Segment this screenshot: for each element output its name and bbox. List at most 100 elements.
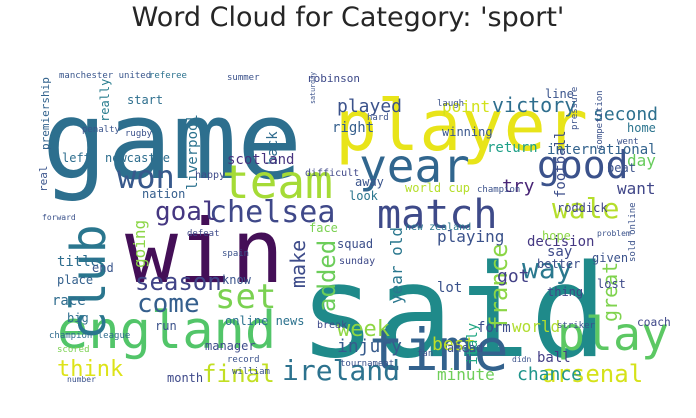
word-playing: playing bbox=[437, 227, 504, 246]
word-robinson: robinson bbox=[307, 72, 360, 85]
word-try: try bbox=[502, 176, 535, 197]
word-hard: hard bbox=[367, 113, 389, 123]
word-make: make bbox=[286, 240, 310, 288]
word-right: right bbox=[332, 120, 374, 136]
word-manchester-united: manchester united bbox=[59, 71, 151, 81]
word-better: better bbox=[537, 257, 580, 271]
word-striker: striker bbox=[557, 321, 596, 331]
word-know: know bbox=[222, 273, 252, 287]
word-month: month bbox=[167, 371, 203, 385]
word-season: season bbox=[135, 268, 222, 296]
word-coach: coach bbox=[637, 316, 671, 329]
word-win: win bbox=[125, 200, 284, 303]
word-chance: chance bbox=[517, 364, 582, 385]
word-year-old: year old bbox=[387, 227, 406, 304]
word-victory: victory bbox=[492, 93, 576, 117]
word-premiership: premiership bbox=[39, 77, 52, 150]
word-played: played bbox=[337, 96, 402, 117]
word-race: race bbox=[52, 293, 86, 309]
word-ball: ball bbox=[537, 350, 571, 366]
word-great: great bbox=[598, 262, 622, 322]
word-roddick: roddick bbox=[557, 201, 608, 215]
word-player: player bbox=[335, 85, 588, 167]
word-best: best bbox=[432, 334, 475, 355]
word-referee: referee bbox=[149, 71, 187, 81]
word-say: say bbox=[547, 244, 572, 260]
word-chelsea: chelsea bbox=[209, 195, 335, 230]
word-sunday: sunday bbox=[339, 256, 375, 267]
word-start: start bbox=[127, 93, 163, 107]
word-online-news: online news bbox=[225, 314, 304, 328]
word-given: given bbox=[592, 251, 628, 265]
word-arsenal: arsenal bbox=[542, 360, 643, 388]
word-new-zealand: new zealand bbox=[405, 222, 471, 233]
word-defeat: defeat bbox=[187, 229, 220, 239]
word-cloud-panel: said game player win england time year team club… bbox=[37, 70, 671, 388]
word-nation: nation bbox=[142, 187, 185, 201]
word-champion: champion bbox=[477, 185, 520, 195]
word-set: set bbox=[215, 277, 276, 317]
word-end: end bbox=[92, 261, 114, 275]
word-went: went bbox=[617, 137, 639, 147]
word-come: come bbox=[137, 289, 200, 319]
word-return: return bbox=[487, 140, 538, 156]
word-record: record bbox=[227, 355, 260, 365]
word-home: home bbox=[627, 121, 656, 135]
word-way: way bbox=[522, 252, 573, 285]
word-decision: decision bbox=[527, 234, 594, 250]
word-saturday: saturday bbox=[309, 72, 317, 104]
word-didn: didn bbox=[512, 355, 531, 364]
word-penalty: penalty bbox=[82, 125, 121, 135]
word-thing: thing bbox=[547, 285, 583, 299]
word-got: got bbox=[497, 266, 530, 287]
word-back: back bbox=[265, 131, 281, 165]
word-going: going bbox=[130, 220, 149, 268]
word-ahead: ahead bbox=[447, 341, 483, 355]
word-lost: lost bbox=[597, 277, 626, 291]
word-year: year bbox=[359, 139, 470, 193]
word-beat: beat bbox=[607, 161, 636, 175]
word-place: place bbox=[57, 273, 93, 287]
word-italy: italy bbox=[465, 323, 481, 365]
word-minute: minute bbox=[437, 365, 495, 384]
word-look: look bbox=[349, 189, 379, 203]
word-good: good bbox=[537, 143, 629, 187]
word-think: think bbox=[57, 357, 123, 382]
word-number: number bbox=[67, 375, 96, 384]
word-international: international bbox=[547, 142, 657, 158]
word-goal: goal bbox=[155, 197, 218, 227]
word-summer: summer bbox=[227, 73, 260, 83]
word-newcastle: newcastle bbox=[105, 151, 170, 165]
word-squad: squad bbox=[337, 237, 373, 251]
word-added: added bbox=[313, 240, 341, 312]
word-left: left bbox=[62, 151, 91, 165]
word-liverpool: liverpool bbox=[185, 114, 201, 190]
word-winning: winning bbox=[442, 125, 493, 139]
word-world: world bbox=[512, 317, 560, 336]
word-said: said bbox=[299, 238, 607, 387]
word-scored: scored bbox=[57, 345, 90, 355]
word-england: england bbox=[57, 301, 276, 361]
word-william: william bbox=[232, 367, 270, 377]
word-final: final bbox=[202, 360, 275, 388]
word-pressure: pressure bbox=[570, 87, 580, 130]
word-run: run bbox=[155, 319, 177, 333]
word-time: time bbox=[369, 316, 509, 384]
word-sold-online: sold online bbox=[628, 202, 638, 262]
word-champion-league: champion league bbox=[49, 331, 130, 341]
word-tournament: tournament bbox=[340, 359, 394, 369]
word-fan: fan bbox=[417, 349, 433, 359]
word-play: play bbox=[557, 307, 669, 361]
word-title: title bbox=[57, 254, 99, 270]
word-ireland: ireland bbox=[282, 354, 400, 387]
word-second: second bbox=[593, 104, 658, 125]
word-lot: lot bbox=[437, 280, 462, 296]
word-difficult: difficult bbox=[305, 168, 359, 179]
word-match: match bbox=[377, 192, 497, 238]
word-want: want bbox=[617, 179, 656, 198]
word-break: break bbox=[317, 320, 347, 331]
word-face: face bbox=[309, 221, 338, 235]
word-forward: forward bbox=[42, 213, 76, 222]
word-line: line bbox=[545, 87, 574, 101]
